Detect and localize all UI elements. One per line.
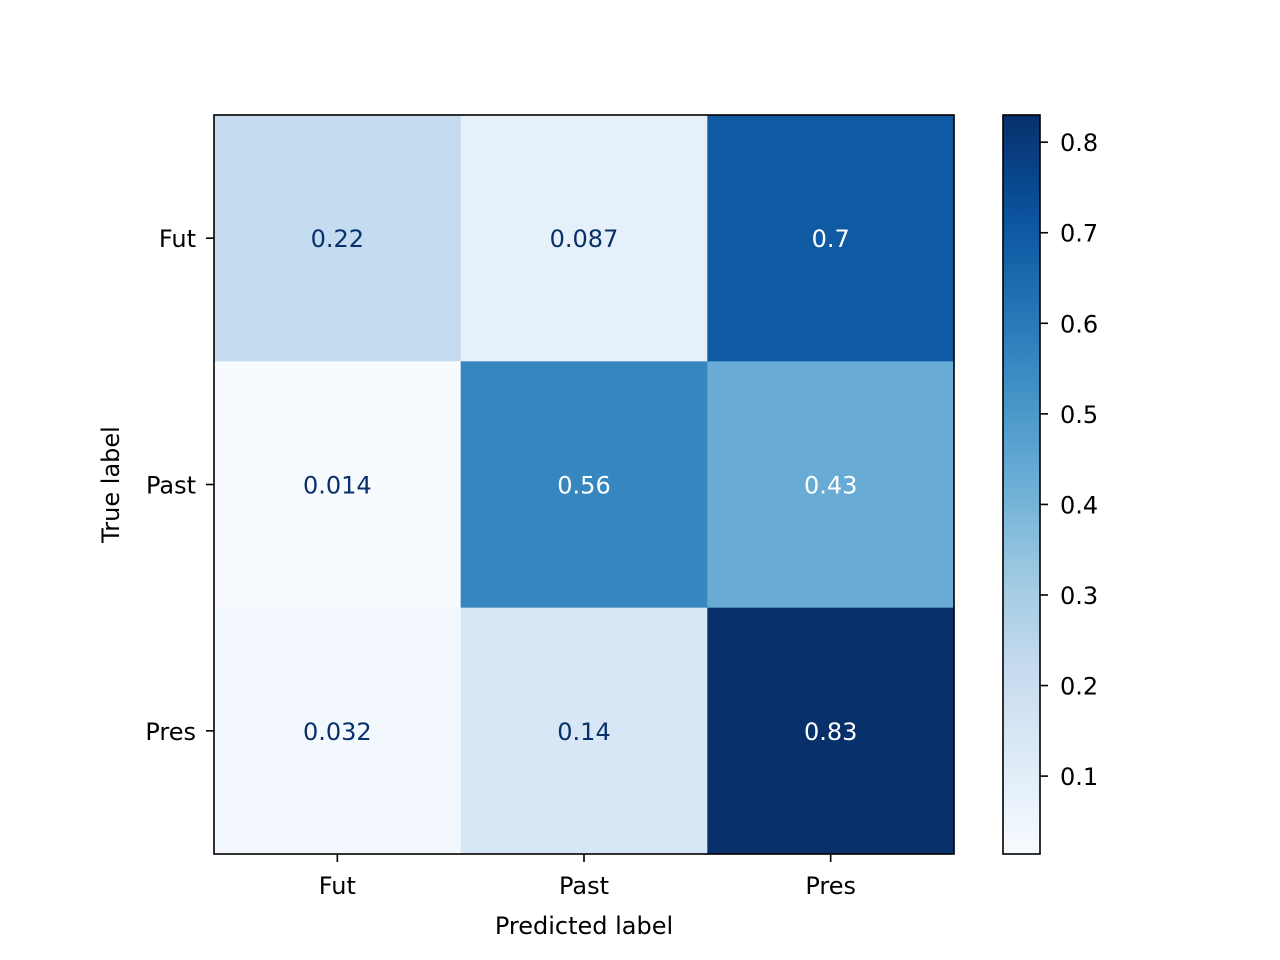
colorbar-tick-label: 0.1 — [1060, 763, 1098, 791]
x-axis-ticks: Fut Past Pres — [319, 854, 856, 900]
heatmap-cell — [214, 361, 462, 609]
cell-value-label: 0.032 — [303, 718, 372, 746]
cell-value-label: 0.83 — [804, 718, 857, 746]
heatmap-cell — [214, 115, 462, 362]
y-tick-label: Fut — [159, 225, 196, 253]
x-tick-label: Pres — [805, 872, 856, 900]
colorbar-tick-label: 0.4 — [1060, 491, 1098, 519]
x-tick-label: Past — [559, 872, 609, 900]
cell-value-label: 0.56 — [557, 472, 610, 500]
colorbar-frame — [1002, 114, 1041, 855]
colorbar-tick-label: 0.8 — [1060, 129, 1098, 157]
heatmap-cells — [214, 115, 955, 855]
heatmap-cell — [460, 361, 708, 609]
heatmap-cell — [214, 607, 462, 855]
colorbar-tick-label: 0.7 — [1060, 220, 1098, 248]
cell-value-label: 0.087 — [550, 225, 619, 253]
colorbar-tick-label: 0.2 — [1060, 673, 1098, 701]
y-axis-title: True label — [97, 426, 125, 544]
colorbar-tick-label: 0.6 — [1060, 310, 1098, 338]
colorbar — [1003, 115, 1040, 854]
heatmap-cell — [707, 115, 955, 362]
cell-value-label: 0.7 — [812, 225, 850, 253]
cell-value-label: 0.43 — [804, 472, 857, 500]
colorbar-tick-label: 0.5 — [1060, 401, 1098, 429]
cell-value-label: 0.22 — [311, 225, 364, 253]
heatmap-cell — [460, 607, 708, 855]
y-tick-label: Pres — [145, 718, 196, 746]
heatmap-cell — [460, 115, 708, 362]
heatmap-cell — [707, 607, 955, 855]
heatmap-cell — [707, 361, 955, 609]
colorbar-tick-label: 0.3 — [1060, 582, 1098, 610]
y-tick-label: Past — [146, 472, 196, 500]
y-axis-ticks: Fut Past Pres — [145, 225, 214, 746]
x-tick-label: Fut — [319, 872, 356, 900]
cell-value-label: 0.014 — [303, 472, 372, 500]
x-axis-title: Predicted label — [495, 912, 673, 940]
colorbar-ticks: 0.1 0.2 0.3 0.4 0.5 0.6 0.7 0.8 — [1040, 129, 1098, 791]
cell-value-label: 0.14 — [557, 718, 610, 746]
cell-value-labels: 0.22 0.087 0.7 0.014 0.56 0.43 0.032 0.14 0.83 — [303, 225, 857, 746]
